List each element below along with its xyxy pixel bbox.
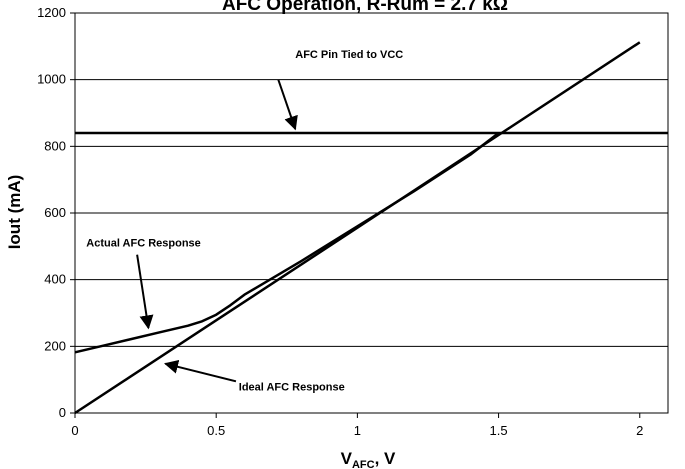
y-tick-label: 400	[44, 272, 66, 287]
x-tick-label: 2	[636, 423, 643, 438]
x-tick-label: 0.5	[207, 423, 225, 438]
grid	[75, 79, 668, 347]
x-tick-label: 1	[354, 423, 361, 438]
y-tick-label: 200	[44, 338, 66, 353]
x-axis-title-suffix: , V	[375, 449, 396, 468]
x-axis-title-subscript: AFC	[352, 459, 375, 469]
y-tick-label: 600	[44, 205, 66, 220]
series-layer	[74, 41, 668, 415]
chart-title: AFC Operation, R-Rum = 2.7 kΩ	[222, 0, 508, 15]
annotation-arrow-ideal	[164, 359, 237, 383]
x-tick-labels: 0 0.5 1 1.5 2	[71, 413, 643, 438]
y-tick-labels: 0 200 400 600 800 1000 1200	[37, 5, 75, 420]
annotation-label-actual: Actual AFC Response	[86, 237, 201, 249]
annotation-layer: AFC Pin Tied to VCC Actual AFC Response Id…	[86, 49, 403, 393]
x-axis-title: VAFC, V	[341, 449, 396, 469]
x-tick-label: 1.5	[490, 423, 508, 438]
series-line-ideal	[74, 41, 641, 415]
annotation-arrow-tied	[277, 79, 298, 131]
y-axis-title: Iout (mA)	[5, 175, 24, 250]
x-axis-title-main: V	[341, 449, 353, 468]
y-tick-label: 0	[59, 405, 66, 420]
x-tick-label: 0	[71, 423, 78, 438]
annotation-label-ideal: Ideal AFC Response	[239, 381, 345, 393]
annotation-label-tied: AFC Pin Tied to VCC	[295, 49, 403, 61]
y-tick-label: 1000	[37, 72, 66, 87]
annotation-arrow-actual	[136, 254, 154, 330]
y-tick-label: 800	[44, 138, 66, 153]
y-tick-label: 1200	[37, 5, 66, 20]
